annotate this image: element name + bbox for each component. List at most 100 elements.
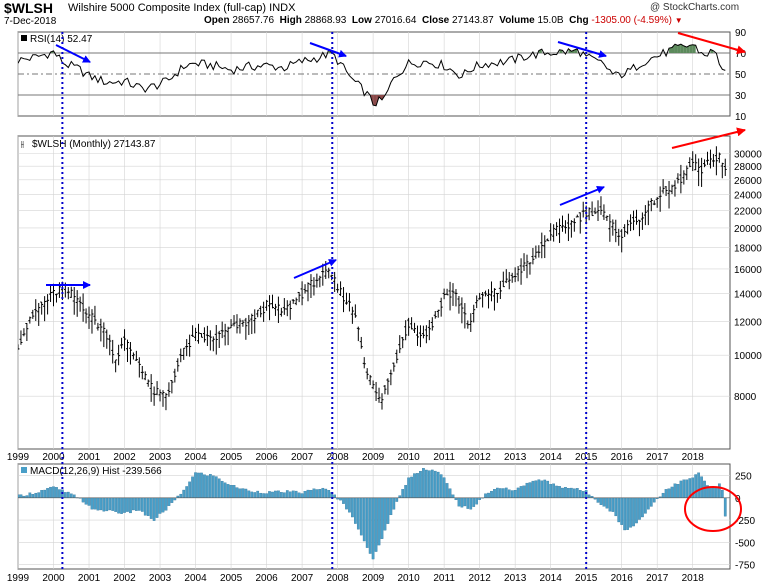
macd-hist-bar — [229, 485, 233, 498]
volume-value: 15.0B — [537, 15, 564, 26]
macd-hist-bar — [673, 483, 677, 498]
macd-hist-bar — [348, 497, 351, 513]
macd-hist-bar — [140, 497, 144, 512]
macd-hist-bar — [209, 474, 212, 498]
macd-hist-bar — [356, 497, 360, 530]
macd-hist-bar — [111, 497, 115, 511]
macd-hist-bar — [359, 497, 363, 536]
macd-hist-bar — [469, 497, 473, 510]
price-tick-label: 28000 — [734, 162, 762, 173]
macd-hist-bar — [37, 492, 41, 498]
macd-hist-bar — [351, 497, 354, 518]
high-label: High — [279, 15, 302, 26]
red-arrow-rsi-2018 — [677, 32, 746, 55]
blue-arrow-price-2007 — [293, 259, 337, 279]
rsi-legend-swatch — [21, 35, 27, 41]
rsi-overbought-fill — [683, 45, 687, 53]
rsi-overbought-fill — [669, 47, 672, 53]
macd-hist-bar — [126, 497, 129, 512]
macd-hist-bar — [581, 491, 585, 498]
macd-hist-bar — [499, 488, 502, 498]
macd-hist-bar — [516, 487, 520, 498]
macd-bars — [18, 468, 730, 560]
macd-hist-bar — [386, 497, 390, 524]
volume-label: Volume — [499, 15, 535, 26]
macd-hist-bar — [380, 497, 384, 539]
macd-hist-bar — [623, 497, 627, 531]
macd-hist-bar — [587, 494, 591, 498]
rsi-tick-label: 50 — [735, 70, 747, 81]
macd-hist-bar — [567, 488, 570, 498]
macd-hist-bar — [395, 497, 399, 502]
close-value: 27143.87 — [451, 15, 494, 26]
macd-hist-bar — [120, 497, 123, 514]
x-tick-label: 2017 — [646, 573, 669, 584]
macd-hist-bar — [312, 488, 316, 498]
macd-hist-bar — [354, 497, 357, 524]
macd-hist-bar — [259, 492, 263, 498]
rsi-overbought-fill — [677, 44, 681, 53]
macd-hist-bar — [40, 490, 44, 498]
x-tick-label: 2009 — [362, 452, 385, 463]
macd-hist-bar — [626, 497, 629, 530]
macd-hist-bar — [629, 497, 632, 528]
macd-hist-bar — [371, 497, 375, 560]
macd-hist-bar — [401, 489, 405, 498]
close-label: Close — [421, 15, 450, 26]
macd-hist-bar — [723, 497, 727, 517]
chg-value: -1305.00 (-4.59%) — [591, 15, 672, 26]
macd-hist-bar — [262, 493, 265, 498]
macd-hist-bar — [484, 493, 487, 498]
macd-hist-bar — [652, 497, 656, 503]
open-value: 28657.76 — [232, 15, 275, 26]
price-tick-label: 20000 — [734, 224, 762, 235]
rsi-line — [18, 43, 726, 107]
macd-hist-bar — [123, 497, 126, 513]
macd-hist-bar — [46, 488, 49, 498]
macd-hist-bar — [149, 497, 153, 519]
x-tick-label: 2016 — [611, 573, 634, 584]
macd-hist-bar — [537, 479, 541, 498]
price-tick-label: 30000 — [734, 149, 762, 160]
macd-hist-bar — [232, 485, 236, 498]
macd-hist-bar — [448, 488, 452, 498]
macd-hist-bar — [241, 488, 245, 498]
annotations — [46, 32, 746, 532]
macd-tick-label: -750 — [735, 561, 755, 572]
macd-hist-bar — [158, 497, 162, 514]
macd-hist-bar — [540, 480, 544, 498]
x-tick-label: 2014 — [540, 573, 563, 584]
macd-hist-bar — [285, 490, 289, 498]
macd-hist-bar — [602, 497, 606, 507]
macd-hist-bar — [274, 490, 277, 498]
x-tick-label: 2016 — [611, 452, 634, 463]
macd-hist-bar — [457, 497, 461, 507]
macd-hist-bar — [617, 497, 621, 523]
macd-hist-bar — [644, 497, 647, 514]
macd-hist-bar — [206, 475, 209, 498]
macd-hist-bar — [490, 490, 493, 498]
macd-hist-bar — [374, 497, 378, 552]
price-tick-label: 12000 — [734, 318, 762, 329]
x-tick-label: 2002 — [113, 452, 136, 463]
macd-hist-bar — [235, 487, 239, 498]
x-tick-label: 2014 — [540, 452, 563, 463]
macd-hist-bar — [137, 497, 141, 511]
macd-hist-bar — [697, 472, 700, 498]
macd-hist-bar — [247, 490, 251, 498]
macd-hist-bar — [552, 483, 555, 498]
x-tick-label: 2000 — [42, 452, 65, 463]
macd-hist-bar — [244, 488, 248, 498]
macd-hist-bar — [288, 491, 292, 498]
macd-hist-bar — [717, 483, 721, 498]
source-credit: @ StockCharts.com — [650, 2, 740, 13]
macd-hist-bar — [114, 497, 118, 512]
macd-hist-bar — [676, 484, 680, 498]
rsi-panel: 90 70 50 30 10 RSI(14) 52.47 — [17, 28, 747, 123]
macd-hist-bar — [108, 497, 112, 511]
macd-hist-bar — [105, 497, 109, 512]
x-tick-label: 2011 — [433, 452, 455, 463]
macd-hist-bar — [534, 480, 538, 498]
quote-date: 7-Dec-2018 — [4, 16, 57, 27]
